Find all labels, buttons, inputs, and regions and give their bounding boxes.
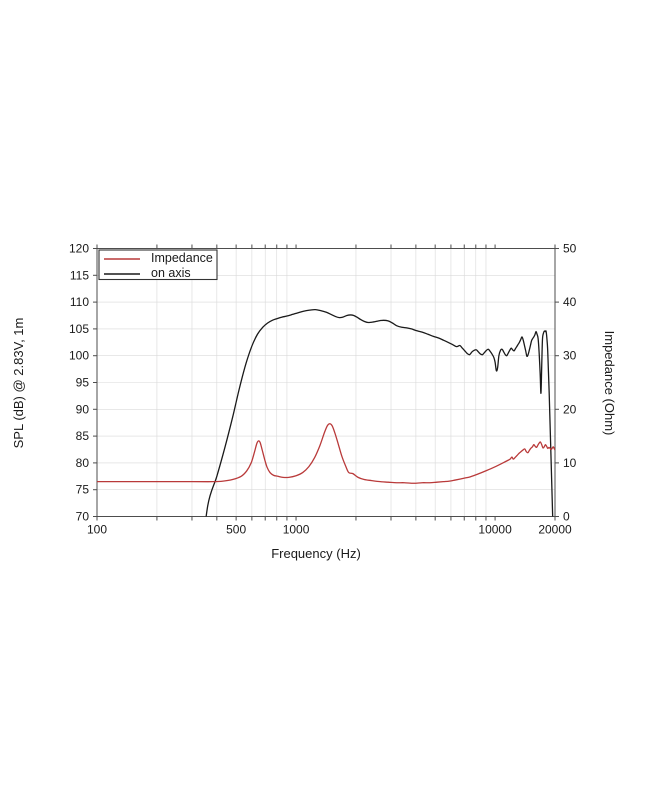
svg-text:110: 110 <box>70 295 89 309</box>
svg-text:75: 75 <box>76 483 90 497</box>
svg-text:Frequency (Hz): Frequency (Hz) <box>271 546 361 561</box>
svg-text:85: 85 <box>76 429 90 443</box>
svg-text:500: 500 <box>226 523 246 537</box>
svg-text:100: 100 <box>87 523 107 537</box>
svg-text:on axis: on axis <box>151 266 191 280</box>
svg-text:100: 100 <box>69 349 89 363</box>
svg-text:20: 20 <box>563 402 577 416</box>
svg-text:Impedance (Ohm): Impedance (Ohm) <box>602 331 617 436</box>
svg-text:115: 115 <box>70 268 89 282</box>
svg-text:10: 10 <box>563 456 577 470</box>
svg-text:10000: 10000 <box>478 523 512 537</box>
svg-text:90: 90 <box>76 402 90 416</box>
svg-text:105: 105 <box>69 322 89 336</box>
svg-text:95: 95 <box>76 376 90 390</box>
svg-text:70: 70 <box>76 510 90 524</box>
svg-text:120: 120 <box>69 242 89 256</box>
svg-text:1000: 1000 <box>283 523 310 537</box>
svg-text:40: 40 <box>563 295 577 309</box>
svg-text:0: 0 <box>563 510 570 524</box>
svg-text:80: 80 <box>76 456 90 470</box>
svg-text:20000: 20000 <box>538 523 572 537</box>
svg-text:50: 50 <box>563 242 577 256</box>
svg-text:30: 30 <box>563 349 577 363</box>
svg-text:SPL (dB) @ 2.83V, 1m: SPL (dB) @ 2.83V, 1m <box>11 318 26 449</box>
svg-text:Impedance: Impedance <box>151 251 213 265</box>
